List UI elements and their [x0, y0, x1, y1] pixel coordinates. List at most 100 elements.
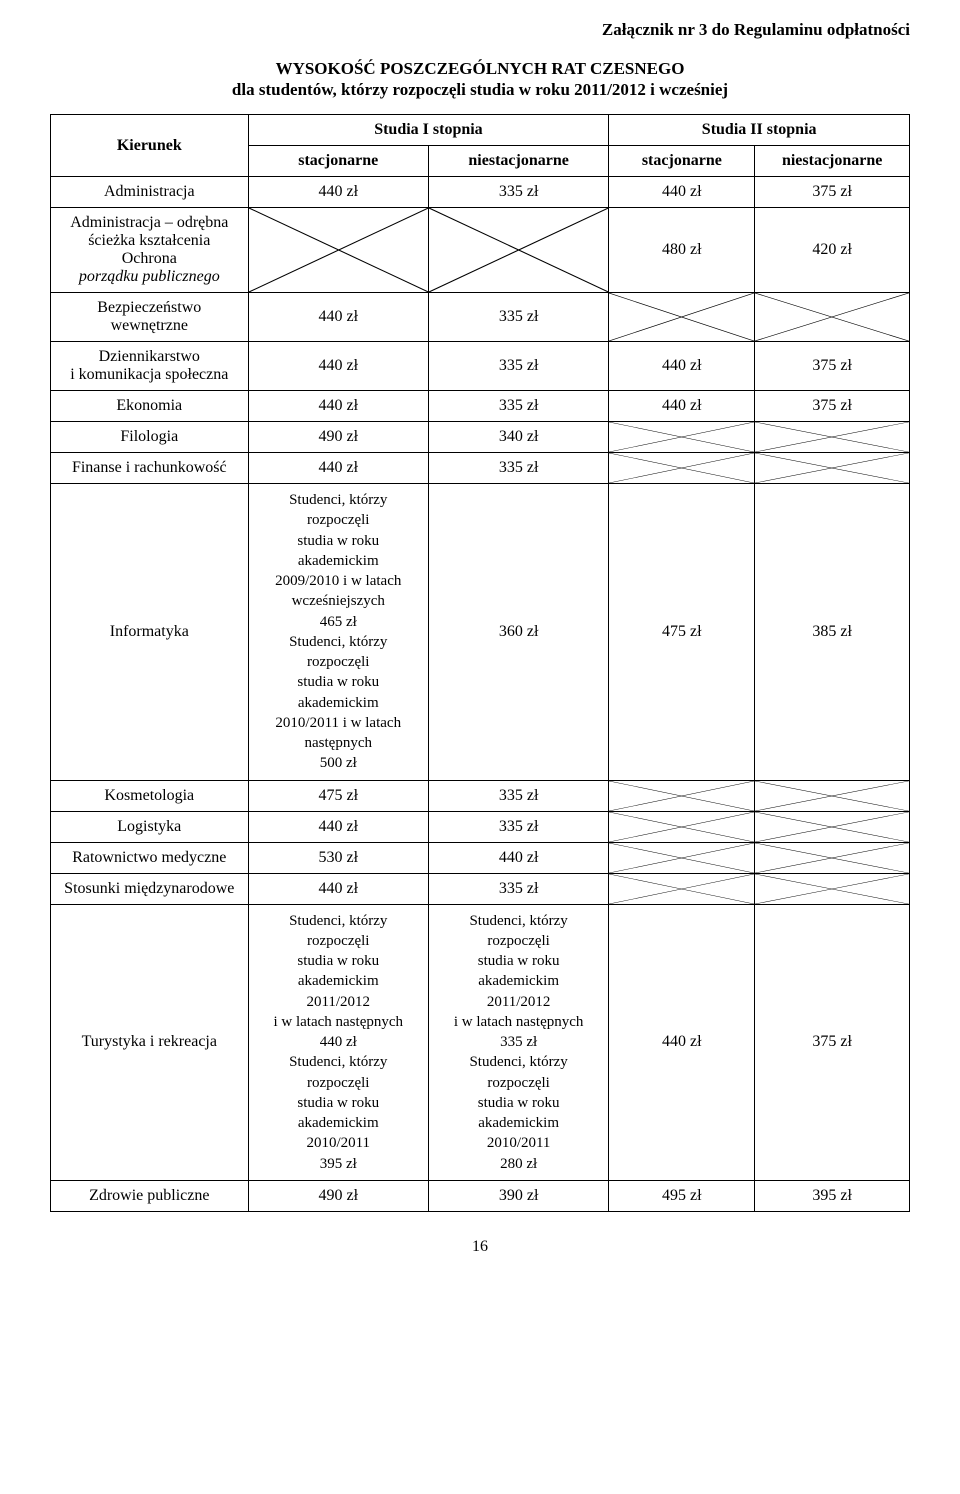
crossed-cell: [755, 422, 910, 453]
header-studia1: Studia I stopnia: [248, 115, 609, 146]
text: 2010/2011 i w latach: [275, 715, 401, 731]
table-row: Administracja 440 zł 335 zł 440 zł 375 z…: [51, 177, 910, 208]
cell: 335 zł: [428, 453, 608, 484]
text: 395 zł: [320, 1156, 357, 1172]
row-label-bezpieczenstwo: Bezpieczeństwo wewnętrzne: [51, 293, 249, 342]
text: 500 zł: [320, 755, 357, 771]
cell: 375 zł: [755, 177, 910, 208]
text: Administracja – odrębna: [70, 214, 228, 231]
crossed-cell: [755, 293, 910, 342]
cell: 335 zł: [428, 811, 608, 842]
table-header-row-1: Kierunek Studia I stopnia Studia II stop…: [51, 115, 910, 146]
text: studia w roku akademickim: [297, 533, 379, 569]
table-row: Kosmetologia 475 zł 335 zł: [51, 780, 910, 811]
crossed-cell: [248, 208, 428, 293]
text: studia w roku akademickim: [297, 953, 379, 989]
text: 280 zł: [500, 1156, 537, 1172]
crossed-cell: [609, 422, 755, 453]
crossed-cell: [428, 208, 608, 293]
crossed-cell: [755, 842, 910, 873]
row-label-zdrowie: Zdrowie publiczne: [51, 1180, 249, 1211]
row-label-stosunki: Stosunki międzynarodowe: [51, 873, 249, 904]
table-row: Turystyka i rekreacja Studenci, którzy r…: [51, 904, 910, 1180]
cell: 375 zł: [755, 342, 910, 391]
crossed-cell: [609, 842, 755, 873]
crossed-cell: [609, 453, 755, 484]
text: 2010/2011: [306, 1135, 370, 1151]
crossed-cell: [755, 453, 910, 484]
cell: 360 zł: [428, 484, 608, 781]
text: Studenci, którzy rozpoczęli: [289, 913, 387, 949]
cell: 385 zł: [755, 484, 910, 781]
header-niestacjonarne-2: niestacjonarne: [755, 146, 910, 177]
cell-turystyka-col1: Studenci, którzy rozpoczęli studia w rok…: [248, 904, 428, 1180]
attachment-label: Załącznik nr 3 do Regulaminu odpłatności: [50, 20, 910, 40]
row-label-logistyka: Logistyka: [51, 811, 249, 842]
text: studia w roku akademickim: [297, 674, 379, 710]
cell: 440 zł: [248, 811, 428, 842]
table-row: Filologia 490 zł 340 zł: [51, 422, 910, 453]
row-label-turystyka: Turystyka i rekreacja: [51, 904, 249, 1180]
cell: 480 zł: [609, 208, 755, 293]
table-row: Dziennikarstwo i komunikacja społeczna 4…: [51, 342, 910, 391]
header-niestacjonarne-1: niestacjonarne: [428, 146, 608, 177]
crossed-cell: [609, 811, 755, 842]
cell: 390 zł: [428, 1180, 608, 1211]
row-label-informatyka: Informatyka: [51, 484, 249, 781]
fees-table: Kierunek Studia I stopnia Studia II stop…: [50, 114, 910, 1212]
cell: 375 zł: [755, 904, 910, 1180]
cell-informatyka-note: Studenci, którzy rozpoczęli studia w rok…: [248, 484, 428, 781]
cell: 440 zł: [248, 177, 428, 208]
text: studia w roku akademickim: [297, 1095, 379, 1131]
cell: 335 zł: [428, 873, 608, 904]
row-label-kosmetologia: Kosmetologia: [51, 780, 249, 811]
text: Dziennikarstwo: [99, 348, 200, 365]
table-row: Stosunki międzynarodowe 440 zł 335 zł: [51, 873, 910, 904]
text: i w latach następnych: [273, 1014, 403, 1030]
cell: 440 zł: [428, 842, 608, 873]
cell: 475 zł: [248, 780, 428, 811]
table-row: Finanse i rachunkowość 440 zł 335 zł: [51, 453, 910, 484]
text: Studenci, którzy rozpoczęli: [289, 634, 387, 670]
cell: 440 zł: [248, 293, 428, 342]
cell: 530 zł: [248, 842, 428, 873]
text: Studenci, którzy rozpoczęli: [289, 492, 387, 528]
cell: 490 zł: [248, 422, 428, 453]
table-row: Logistyka 440 zł 335 zł: [51, 811, 910, 842]
cell: 440 zł: [248, 453, 428, 484]
crossed-cell: [755, 873, 910, 904]
cell: 335 zł: [428, 177, 608, 208]
page-number: 16: [50, 1238, 910, 1256]
crossed-cell: [755, 811, 910, 842]
header-stacjonarne-1: stacjonarne: [248, 146, 428, 177]
cell: 335 zł: [428, 391, 608, 422]
text: studia w roku akademickim: [478, 953, 560, 989]
crossed-cell: [609, 873, 755, 904]
cell: 440 zł: [609, 177, 755, 208]
cell: 335 zł: [428, 780, 608, 811]
cell: 340 zł: [428, 422, 608, 453]
text: 2011/2012: [487, 994, 551, 1010]
row-label-dziennikarstwo: Dziennikarstwo i komunikacja społeczna: [51, 342, 249, 391]
row-label-finanse: Finanse i rachunkowość: [51, 453, 249, 484]
table-row: Bezpieczeństwo wewnętrzne 440 zł 335 zł: [51, 293, 910, 342]
crossed-cell: [609, 293, 755, 342]
crossed-cell: [609, 780, 755, 811]
text: następnych: [305, 735, 372, 751]
cell-turystyka-col2: Studenci, którzy rozpoczęli studia w rok…: [428, 904, 608, 1180]
table-row: Administracja – odrębna ścieżka kształce…: [51, 208, 910, 293]
text: 2011/2012: [306, 994, 370, 1010]
crossed-cell: [755, 780, 910, 811]
row-label-administracja: Administracja: [51, 177, 249, 208]
text: i w latach następnych: [454, 1014, 584, 1030]
row-label-filologia: Filologia: [51, 422, 249, 453]
cell: 440 zł: [609, 391, 755, 422]
cell: 335 zł: [428, 342, 608, 391]
text: Studenci, którzy rozpoczęli: [469, 913, 567, 949]
text: Studenci, którzy rozpoczęli: [289, 1054, 387, 1090]
text: 440 zł: [320, 1034, 357, 1050]
table-row: Informatyka Studenci, którzy rozpoczęli …: [51, 484, 910, 781]
text: porządku publicznego: [79, 268, 220, 285]
cell: 395 zł: [755, 1180, 910, 1211]
cell: 440 zł: [248, 873, 428, 904]
